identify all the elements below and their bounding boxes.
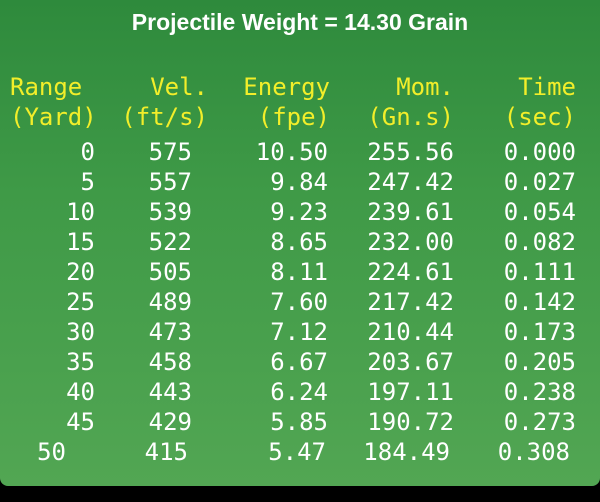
header-velocity-unit: (ft/s): [121, 103, 208, 131]
momentum-cell: 247.42: [367, 168, 454, 196]
table-header: Range Vel. Energy Mom. Time (Yard) (ft/s…: [0, 72, 600, 132]
energy-cell: 10.50: [255, 138, 328, 166]
time-cell: 0.142: [503, 288, 576, 316]
header-energy-unit: (fpe): [257, 103, 330, 131]
energy-cell: 8.65: [270, 228, 328, 256]
time-cell: 0.027: [503, 168, 576, 196]
momentum-cell: 190.72: [367, 408, 454, 436]
energy-cell: 6.24: [270, 378, 328, 406]
table-row: 10 539 9.23 239.61 0.054: [0, 197, 600, 227]
header-row-units-name: Range Vel. Energy Mom. Time: [0, 72, 600, 102]
header-range-unit: (Yard): [10, 103, 97, 131]
header-time: Time: [518, 73, 576, 101]
momentum-cell: 255.56: [367, 138, 454, 166]
table-row: 35 458 6.67 203.67 0.205: [0, 347, 600, 377]
velocity-cell: 443: [148, 378, 192, 406]
table-row: 45 429 5.85 190.72 0.273: [0, 407, 600, 437]
momentum-cell: 239.61: [367, 198, 454, 226]
velocity-cell: 458: [148, 348, 192, 376]
velocity-cell: 429: [148, 408, 192, 436]
table-row: 30 473 7.12 210.44 0.173: [0, 317, 600, 347]
time-cell: 0.308: [497, 438, 570, 466]
time-cell: 0.273: [503, 408, 576, 436]
energy-cell: 7.12: [270, 318, 328, 346]
momentum-cell: 224.61: [367, 258, 454, 286]
time-cell: 0.000: [503, 138, 576, 166]
energy-cell: 9.84: [270, 168, 328, 196]
velocity-cell: 539: [148, 198, 192, 226]
momentum-cell: 203.67: [367, 348, 454, 376]
energy-cell: 5.85: [270, 408, 328, 436]
velocity-cell: 575: [148, 138, 192, 166]
header-row-units: (Yard) (ft/s) (fpe) (Gn.s) (sec): [0, 102, 600, 132]
range-cell: 15: [66, 228, 95, 256]
range-cell: 45: [66, 408, 95, 436]
range-cell: 35: [66, 348, 95, 376]
energy-cell: 8.11: [270, 258, 328, 286]
momentum-cell: 217.42: [367, 288, 454, 316]
time-cell: 0.205: [503, 348, 576, 376]
energy-cell: 5.47: [268, 438, 326, 466]
table-row: 25 489 7.60 217.42 0.142: [0, 287, 600, 317]
table-row: 15 522 8.65 232.00 0.082: [0, 227, 600, 257]
header-momentum: Mom.: [396, 73, 454, 101]
table-row: 0 575 10.50 255.56 0.000: [0, 137, 600, 167]
velocity-cell: 522: [148, 228, 192, 256]
table-row: 50 415 5.47 184.49 0.308: [0, 437, 600, 467]
momentum-cell: 210.44: [367, 318, 454, 346]
velocity-cell: 557: [148, 168, 192, 196]
header-range: Range: [10, 73, 83, 101]
ballistics-panel: Projectile Weight = 14.30 Grain Range Ve…: [0, 0, 600, 486]
velocity-cell: 489: [148, 288, 192, 316]
range-cell: 40: [66, 378, 95, 406]
energy-cell: 6.67: [270, 348, 328, 376]
energy-cell: 9.23: [270, 198, 328, 226]
energy-cell: 7.60: [270, 288, 328, 316]
header-velocity: Vel.: [150, 73, 208, 101]
velocity-cell: 415: [144, 438, 188, 466]
velocity-cell: 473: [148, 318, 192, 346]
range-cell: 50: [37, 438, 66, 466]
time-cell: 0.238: [503, 378, 576, 406]
table-row: 5 557 9.84 247.42 0.027: [0, 167, 600, 197]
table-body: 0 575 10.50 255.56 0.000 5 557 9.84 247.…: [0, 137, 600, 467]
momentum-cell: 184.49: [363, 438, 450, 466]
range-cell: 0: [80, 138, 95, 166]
header-time-unit: (sec): [503, 103, 576, 131]
header-energy: Energy: [243, 73, 330, 101]
page-title: Projectile Weight = 14.30 Grain: [131, 9, 469, 35]
time-cell: 0.082: [503, 228, 576, 256]
range-cell: 25: [66, 288, 95, 316]
momentum-cell: 232.00: [367, 228, 454, 256]
table-row: 40 443 6.24 197.11 0.238: [0, 377, 600, 407]
range-cell: 10: [66, 198, 95, 226]
table-row: 20 505 8.11 224.61 0.111: [0, 257, 600, 287]
range-cell: 30: [66, 318, 95, 346]
range-cell: 5: [80, 168, 95, 196]
time-cell: 0.054: [503, 198, 576, 226]
range-cell: 20: [66, 258, 95, 286]
time-cell: 0.173: [503, 318, 576, 346]
momentum-cell: 197.11: [367, 378, 454, 406]
velocity-cell: 505: [148, 258, 192, 286]
time-cell: 0.111: [503, 258, 576, 286]
header-momentum-unit: (Gn.s): [367, 103, 454, 131]
